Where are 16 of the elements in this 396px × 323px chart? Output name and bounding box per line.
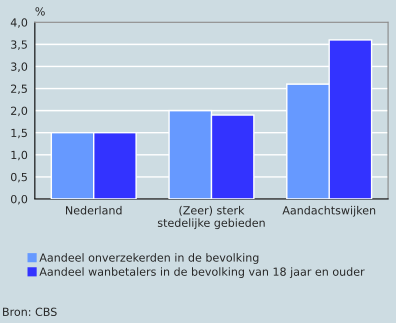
legend-label: Aandeel onverzekerden in de bevolking xyxy=(39,253,258,264)
text: Bron: CBS xyxy=(3,308,57,316)
x-tick-label: (Zeer) sterk stedelijke gebieden xyxy=(158,206,265,230)
y-tick-label: 1,0 xyxy=(11,150,28,160)
y-tick-label: 0,0 xyxy=(10,194,28,204)
y-tick-label: 3,5 xyxy=(11,40,27,50)
x-tick-label: Nederland xyxy=(66,206,122,215)
y-tick-label: 4,0 xyxy=(10,18,28,28)
y-tick-label: 0,5 xyxy=(10,172,27,182)
y-tick-label: 2,5 xyxy=(11,84,27,94)
legend-label: Aandeel wanbetalers in de bevolking van 18 jaar en ouder xyxy=(39,267,365,278)
y-tick-label: 1,5 xyxy=(11,128,27,138)
y-tick-label: 3,0 xyxy=(11,62,28,72)
x-tick-label: Aandachtswijken xyxy=(282,206,376,217)
y-tick-label: 2,0 xyxy=(11,106,28,116)
y-axis-title: % xyxy=(35,7,45,16)
